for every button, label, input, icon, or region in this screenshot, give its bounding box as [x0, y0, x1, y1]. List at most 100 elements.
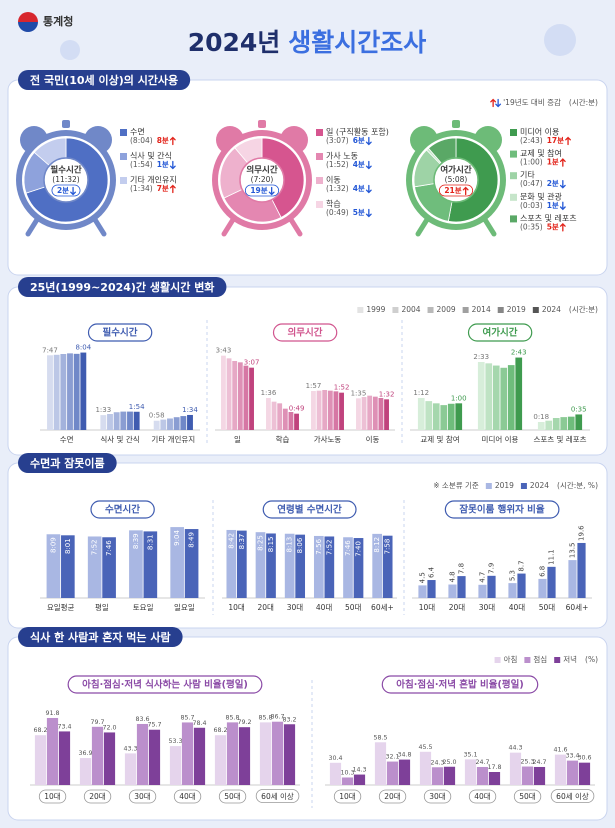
- bar: [282, 408, 288, 430]
- chart-title-pill: [467, 323, 533, 342]
- legend-unit: (시간:분): [569, 304, 598, 314]
- section-title: 25년(1999~2024)간 생활시간 변화: [30, 280, 214, 294]
- x-tick-label: 평일: [95, 602, 109, 612]
- bar: [129, 530, 143, 598]
- x-tick-label: 이동: [366, 434, 380, 444]
- value-label: 2:43: [511, 349, 527, 357]
- bar: [67, 353, 73, 430]
- bar: [193, 727, 206, 785]
- x-tick-label: 10대: [339, 792, 356, 801]
- bar: [478, 584, 487, 598]
- bar: [455, 403, 463, 430]
- chart-title: 필수시간: [103, 327, 138, 339]
- x-tick-label: 교제 및 참여: [420, 434, 459, 444]
- value-label: 1:34: [182, 406, 198, 414]
- bar: [46, 534, 61, 598]
- section-title-pill: [18, 627, 183, 647]
- slice-change: 4분: [353, 160, 365, 169]
- value-label: 8:12: [373, 537, 381, 553]
- bar: [170, 527, 184, 598]
- value-label: 25.0: [442, 759, 456, 766]
- arrow-down: [70, 186, 77, 196]
- slice-label: 식사 및 간식: [130, 151, 172, 161]
- legend-swatch: [392, 307, 399, 313]
- bar: [547, 566, 556, 598]
- x-tick-label: 30대: [479, 603, 496, 612]
- category-pill: [255, 789, 300, 803]
- bar: [448, 584, 457, 598]
- x-tick-label: 스포츠 및 레포츠: [533, 434, 586, 444]
- bar: [173, 417, 180, 430]
- slice-time: (1:32): [326, 184, 349, 193]
- bar: [46, 717, 59, 785]
- value-label: 0:58: [149, 412, 165, 420]
- bar: [327, 390, 333, 430]
- value-label: 73.4: [57, 723, 71, 730]
- x-tick-label: 60세 이상: [261, 791, 294, 801]
- x-tick-label: 40대: [179, 792, 196, 801]
- slice-label: 일 (구직활동 포함): [326, 127, 389, 137]
- slice-change: 5분: [353, 208, 365, 217]
- bar: [113, 412, 120, 430]
- x-tick-label: 수면: [60, 434, 74, 444]
- value-label: 8:01: [64, 538, 72, 554]
- value-label: 83.6: [135, 716, 149, 723]
- bar: [457, 576, 466, 598]
- bar: [552, 418, 560, 430]
- bar: [386, 761, 399, 785]
- legend-label: 2024: [542, 305, 561, 314]
- bar: [372, 533, 383, 598]
- bar: [136, 723, 149, 785]
- bar: [184, 529, 199, 598]
- bar: [537, 422, 545, 430]
- legend-swatch: [524, 657, 531, 663]
- bar: [333, 391, 339, 430]
- bar: [577, 542, 586, 598]
- x-tick-label: 10대: [228, 603, 245, 612]
- value-label: 8:37: [238, 534, 246, 550]
- clock-leg: [91, 215, 107, 237]
- bar: [477, 362, 485, 430]
- legend-swatch: [316, 129, 323, 136]
- slice-time: (0:03): [520, 201, 543, 210]
- x-tick-label: 10대: [419, 603, 436, 612]
- bar: [324, 536, 335, 598]
- value-label: 8:42: [227, 533, 235, 549]
- slice-change: 5분: [547, 222, 559, 231]
- bar: [169, 746, 182, 785]
- chart-title-pill: [381, 675, 539, 694]
- chart-title: 의무시간: [288, 327, 323, 339]
- pie-change-pill: [438, 184, 474, 197]
- x-tick-label: 50대: [539, 603, 556, 612]
- x-tick-label: 20대: [384, 792, 401, 801]
- bar: [374, 742, 387, 785]
- chart-title: 여가시간: [483, 327, 518, 339]
- value-label: 11.1: [548, 549, 556, 565]
- bar: [102, 537, 116, 598]
- value-label: 25.3: [520, 759, 534, 766]
- arrow-up: [559, 222, 566, 232]
- value-label: 85.8: [258, 714, 272, 721]
- bar: [181, 722, 194, 785]
- bar: [295, 534, 306, 598]
- value-label: 1:35: [351, 389, 367, 397]
- clock-leg: [481, 215, 497, 237]
- value-label: 8:15: [267, 536, 275, 552]
- bar: [353, 774, 366, 785]
- bar: [575, 414, 583, 430]
- legend-label: 2019: [495, 481, 514, 490]
- bar: [341, 777, 354, 785]
- value-label: 7:56: [315, 538, 323, 554]
- value-label: 1:54: [129, 403, 145, 411]
- bar: [47, 355, 53, 430]
- x-tick-label: 60세+: [371, 603, 394, 612]
- arrow-down: [365, 136, 372, 146]
- value-label: 7:46: [105, 540, 113, 556]
- chart-title: 아침·점심·저녁 혼밥 비율(평일): [396, 679, 523, 691]
- bar: [271, 401, 277, 430]
- legend-swatch: [316, 201, 323, 208]
- bar: [316, 390, 322, 430]
- value-label: 72.0: [102, 724, 116, 731]
- value-label: 75.7: [147, 722, 161, 729]
